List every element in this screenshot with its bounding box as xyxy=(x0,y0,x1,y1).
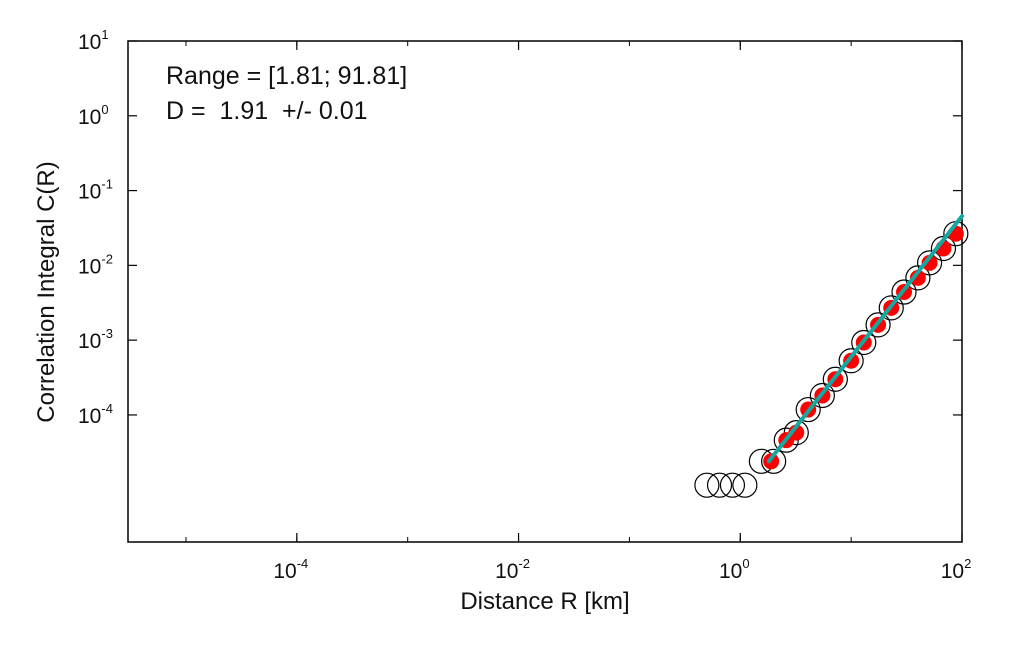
y-tick-label: 10-1 xyxy=(78,177,113,204)
x-tick-label: 10-4 xyxy=(273,556,308,583)
y-tick-labels: 10-4 10-3 10-2 10-1 100 101 xyxy=(78,27,113,428)
plot-area xyxy=(127,40,963,543)
open-circle-point xyxy=(719,472,746,498)
open-circle-point xyxy=(809,382,835,409)
y-tick-label: 10-3 xyxy=(78,326,113,353)
fit-line xyxy=(766,214,964,464)
open-circle-point xyxy=(865,312,891,338)
open-circle-point xyxy=(916,250,943,276)
filled-circle-point xyxy=(909,269,926,286)
open-circle-point xyxy=(795,396,821,423)
x-tick-label: 10-2 xyxy=(495,556,530,583)
open-circle-point xyxy=(706,472,733,498)
fit-line-series xyxy=(766,214,964,464)
x-tick-labels: 10-4 10-2 100 102 xyxy=(273,556,971,583)
y-axis-ticks xyxy=(128,40,962,416)
open-circle-point xyxy=(822,366,848,392)
x-axis-ticks xyxy=(185,41,963,542)
x-tick-label: 100 xyxy=(719,556,750,583)
open-circle-point xyxy=(761,448,787,474)
range-annotation: Range = [1.81; 91.81] xyxy=(166,62,407,90)
open-circle-point xyxy=(878,295,904,321)
x-axis-title: Distance R [km] xyxy=(460,588,629,615)
open-circle-point xyxy=(891,279,917,305)
y-axis-title: Correlation Integral C(R) xyxy=(33,161,60,422)
y-tick-label: 10-2 xyxy=(78,251,113,278)
open-circle-point xyxy=(851,329,877,356)
y-tick-label: 10-4 xyxy=(78,401,113,428)
filled-circle-point xyxy=(921,254,938,271)
open-circle-point xyxy=(732,472,758,498)
x-tick-label: 102 xyxy=(941,556,972,583)
open-circle-series xyxy=(694,221,969,498)
open-circle-point xyxy=(838,348,864,374)
y-tick-label: 101 xyxy=(78,27,109,54)
open-circle-point xyxy=(694,472,720,498)
dimension-annotation: D = 1.91 +/- 0.01 xyxy=(166,97,368,125)
y-tick-label: 100 xyxy=(78,102,109,129)
